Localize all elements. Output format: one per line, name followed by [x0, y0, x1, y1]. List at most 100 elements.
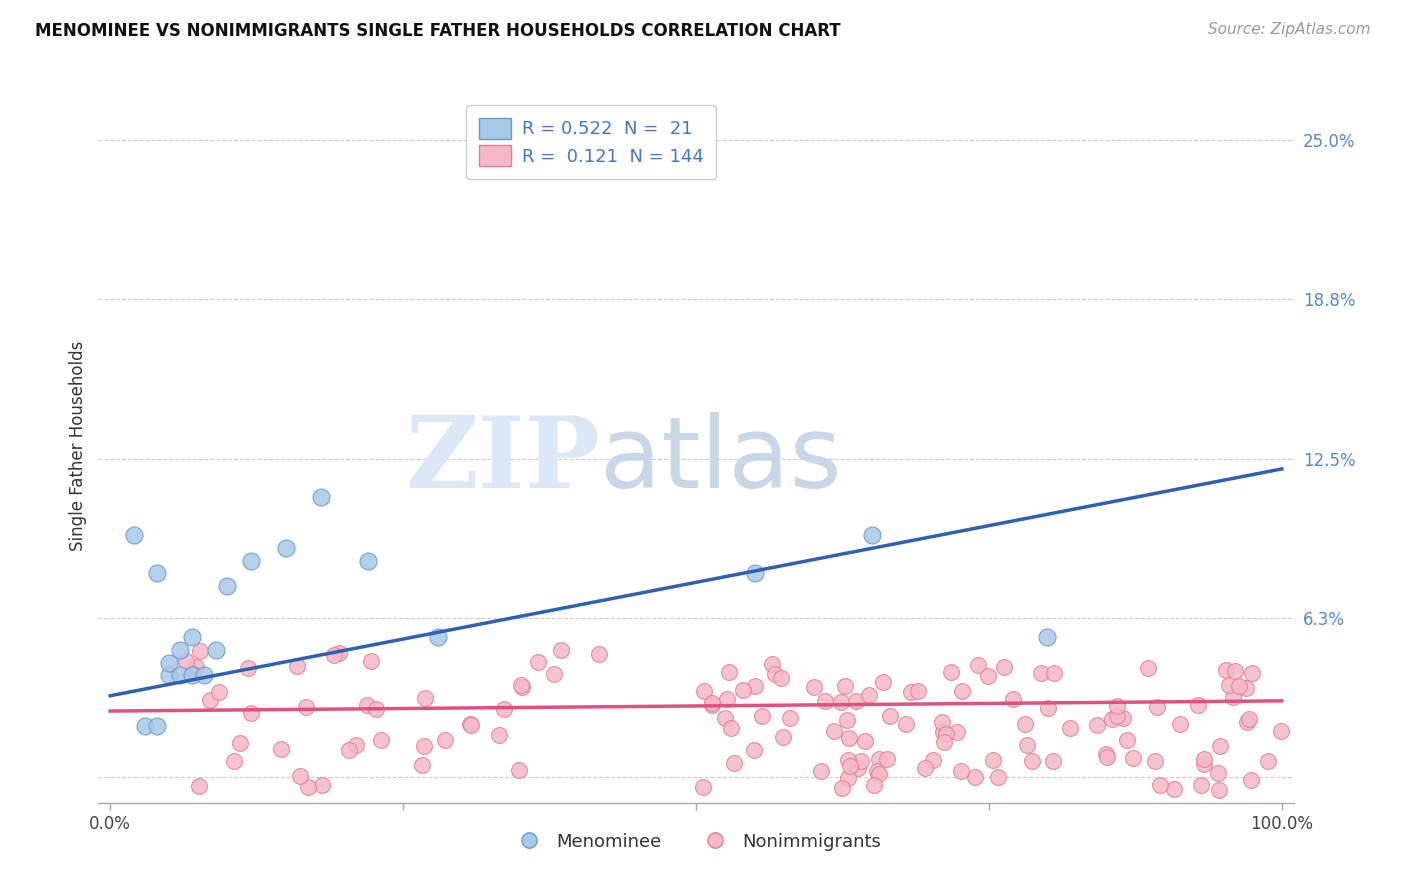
Point — [508, 763, 530, 777]
Point — [1101, 712, 1123, 726]
Point — [543, 666, 565, 681]
Point — [1225, 664, 1247, 678]
Y-axis label: Single Father Households: Single Father Households — [69, 341, 87, 551]
Point — [896, 716, 918, 731]
Point — [427, 630, 450, 644]
Point — [751, 709, 773, 723]
Point — [1209, 739, 1232, 754]
Point — [872, 674, 894, 689]
Point — [803, 680, 825, 694]
Point — [1194, 757, 1216, 772]
Point — [1189, 778, 1212, 792]
Point — [309, 490, 332, 504]
Point — [1236, 714, 1258, 729]
Point — [1240, 665, 1263, 680]
Point — [208, 684, 231, 698]
Point — [1105, 699, 1128, 714]
Point — [1208, 783, 1230, 797]
Point — [935, 727, 957, 741]
Point — [779, 711, 801, 725]
Point — [868, 752, 890, 766]
Point — [1206, 766, 1229, 780]
Point — [763, 667, 786, 681]
Point — [157, 656, 180, 670]
Point — [831, 780, 853, 795]
Point — [1042, 755, 1064, 769]
Point — [876, 752, 898, 766]
Point — [830, 695, 852, 709]
Point — [433, 733, 456, 747]
Point — [198, 693, 221, 707]
Point — [460, 718, 482, 732]
Point — [146, 566, 169, 581]
Point — [294, 700, 316, 714]
Point — [323, 648, 346, 663]
Point — [1021, 754, 1043, 768]
Point — [181, 668, 204, 682]
Point — [180, 665, 202, 680]
Point — [1122, 751, 1144, 765]
Point — [835, 713, 858, 727]
Point — [357, 554, 380, 568]
Point — [411, 758, 433, 772]
Point — [328, 646, 350, 660]
Point — [814, 694, 837, 708]
Point — [193, 668, 215, 682]
Point — [1042, 665, 1064, 680]
Point — [1168, 716, 1191, 731]
Text: ZIP: ZIP — [405, 412, 600, 508]
Point — [846, 761, 869, 775]
Point — [366, 701, 388, 715]
Point — [181, 630, 204, 644]
Point — [939, 665, 962, 679]
Point — [134, 719, 156, 733]
Point — [311, 778, 333, 792]
Point — [1146, 700, 1168, 714]
Point — [274, 541, 297, 555]
Point — [1036, 701, 1059, 715]
Point — [174, 654, 197, 668]
Point — [1002, 692, 1025, 706]
Point — [1149, 778, 1171, 792]
Point — [977, 669, 1000, 683]
Point — [222, 754, 245, 768]
Point — [356, 698, 378, 713]
Point — [204, 643, 226, 657]
Point — [157, 668, 180, 682]
Point — [492, 702, 515, 716]
Point — [950, 764, 973, 778]
Point — [744, 680, 766, 694]
Point — [742, 743, 765, 757]
Point — [297, 780, 319, 794]
Point — [1227, 680, 1250, 694]
Point — [932, 725, 955, 739]
Point — [922, 753, 945, 767]
Point — [1036, 630, 1059, 644]
Point — [240, 706, 263, 720]
Point — [1257, 754, 1279, 768]
Point — [837, 771, 859, 785]
Point — [146, 719, 169, 733]
Point — [838, 731, 860, 746]
Point — [346, 738, 368, 752]
Point — [1014, 716, 1036, 731]
Point — [1218, 678, 1240, 692]
Point — [993, 660, 1015, 674]
Text: atlas: atlas — [600, 412, 842, 508]
Point — [837, 753, 859, 767]
Point — [718, 665, 741, 679]
Point — [860, 528, 883, 542]
Point — [845, 694, 868, 708]
Point — [188, 643, 211, 657]
Point — [932, 735, 955, 749]
Point — [1215, 663, 1237, 677]
Point — [413, 739, 436, 754]
Point — [1017, 738, 1039, 752]
Point — [946, 725, 969, 739]
Point — [692, 780, 714, 795]
Point — [169, 643, 191, 657]
Point — [588, 647, 610, 661]
Point — [122, 528, 145, 542]
Point — [900, 685, 922, 699]
Point — [1085, 718, 1108, 732]
